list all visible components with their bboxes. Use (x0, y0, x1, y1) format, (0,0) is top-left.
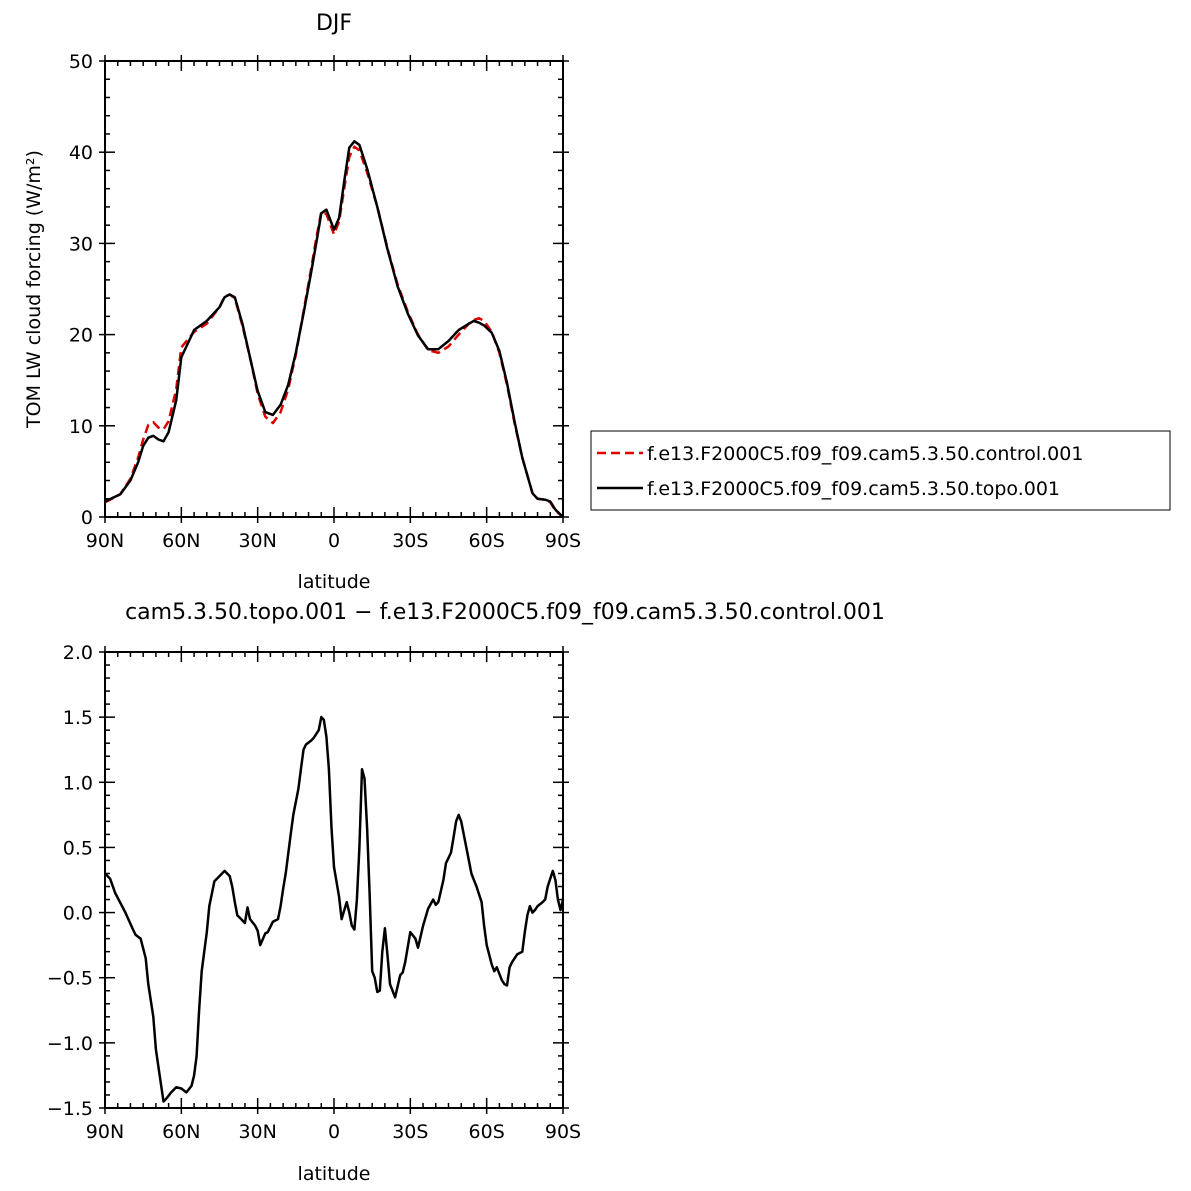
x-tick-label: 60S (469, 1121, 505, 1143)
top-plot-frame (104, 60, 564, 518)
x-tick-label: 90S (545, 1121, 581, 1143)
y-tick-label: −1.0 (47, 1033, 93, 1055)
series-line-difference (104, 715, 565, 1103)
legend: f.e13.F2000C5.f09_f09.cam5.3.50.control.… (590, 430, 1171, 511)
y-tick-label: 0 (81, 507, 93, 529)
top-y-axis-label: TOM LW cloud forcing (W/m²) (23, 150, 45, 429)
x-tick-label: 90N (86, 530, 124, 552)
legend-label-control: f.e13.F2000C5.f09_f09.cam5.3.50.control.… (647, 443, 1083, 465)
top-plot-area (104, 140, 564, 518)
x-tick-label: 30N (238, 1121, 276, 1143)
series-line-topo (104, 140, 564, 518)
y-tick-label: 10 (69, 416, 93, 438)
bottom-y-axis-label: TOM LW cloud forcing (W/m²) (2, 741, 24, 1020)
x-tick-label: 90N (86, 1121, 124, 1143)
x-tick-label: 60S (469, 530, 505, 552)
y-tick-label: 40 (69, 142, 93, 164)
y-tick-label: 50 (69, 51, 93, 73)
y-tick-label: 0.0 (63, 903, 93, 925)
bottom-plot-area (104, 715, 565, 1103)
y-tick-label: 2.0 (63, 642, 93, 664)
x-tick-label: 0 (328, 1121, 340, 1143)
x-tick-label: 90S (545, 530, 581, 552)
x-tick-label: 60N (162, 530, 200, 552)
y-tick-label: −1.5 (47, 1098, 93, 1120)
y-tick-label: 0.5 (63, 837, 93, 859)
top-axis-ticks (99, 55, 569, 523)
x-tick-label: 30S (392, 1121, 428, 1143)
bottom-panel: cam5.3.50.topo.001 − f.e13.F2000C5.f09_f… (2, 600, 885, 1185)
bottom-axis-ticks (99, 646, 569, 1114)
x-tick-label: 0 (328, 530, 340, 552)
bottom-chart-title: cam5.3.50.topo.001 − f.e13.F2000C5.f09_f… (125, 600, 885, 625)
legend-label-topo: f.e13.F2000C5.f09_f09.cam5.3.50.topo.001 (647, 478, 1060, 500)
bottom-x-axis-label: latitude (298, 1163, 371, 1185)
x-tick-label: 30S (392, 530, 428, 552)
bottom-tick-labels: 90N 60N 30N 0 30S 60S 90S −1.5 −1.0 −0.5 0.0 0.5 1.0… (47, 642, 581, 1143)
bottom-plot-frame (104, 651, 564, 1109)
top-tick-labels: 90N 60N 30N 0 30S 60S 90S 0 10 20 30 40 50 (69, 51, 581, 552)
y-tick-label: 30 (69, 233, 93, 255)
y-tick-label: 20 (69, 325, 93, 347)
series-line-control (104, 145, 564, 518)
y-tick-label: 1.5 (63, 707, 93, 729)
top-x-axis-label: latitude (298, 571, 371, 593)
x-tick-label: 60N (162, 1121, 200, 1143)
x-tick-label: 30N (238, 530, 276, 552)
y-tick-label: 1.0 (63, 772, 93, 794)
legend-box (590, 430, 1171, 511)
y-tick-label: −0.5 (47, 968, 93, 990)
top-chart-title: DJF (316, 11, 352, 36)
top-panel: DJF 90N 60N 30N 0 30S 60S 90S 0 10 20 30 40 50 latit… (23, 11, 581, 593)
